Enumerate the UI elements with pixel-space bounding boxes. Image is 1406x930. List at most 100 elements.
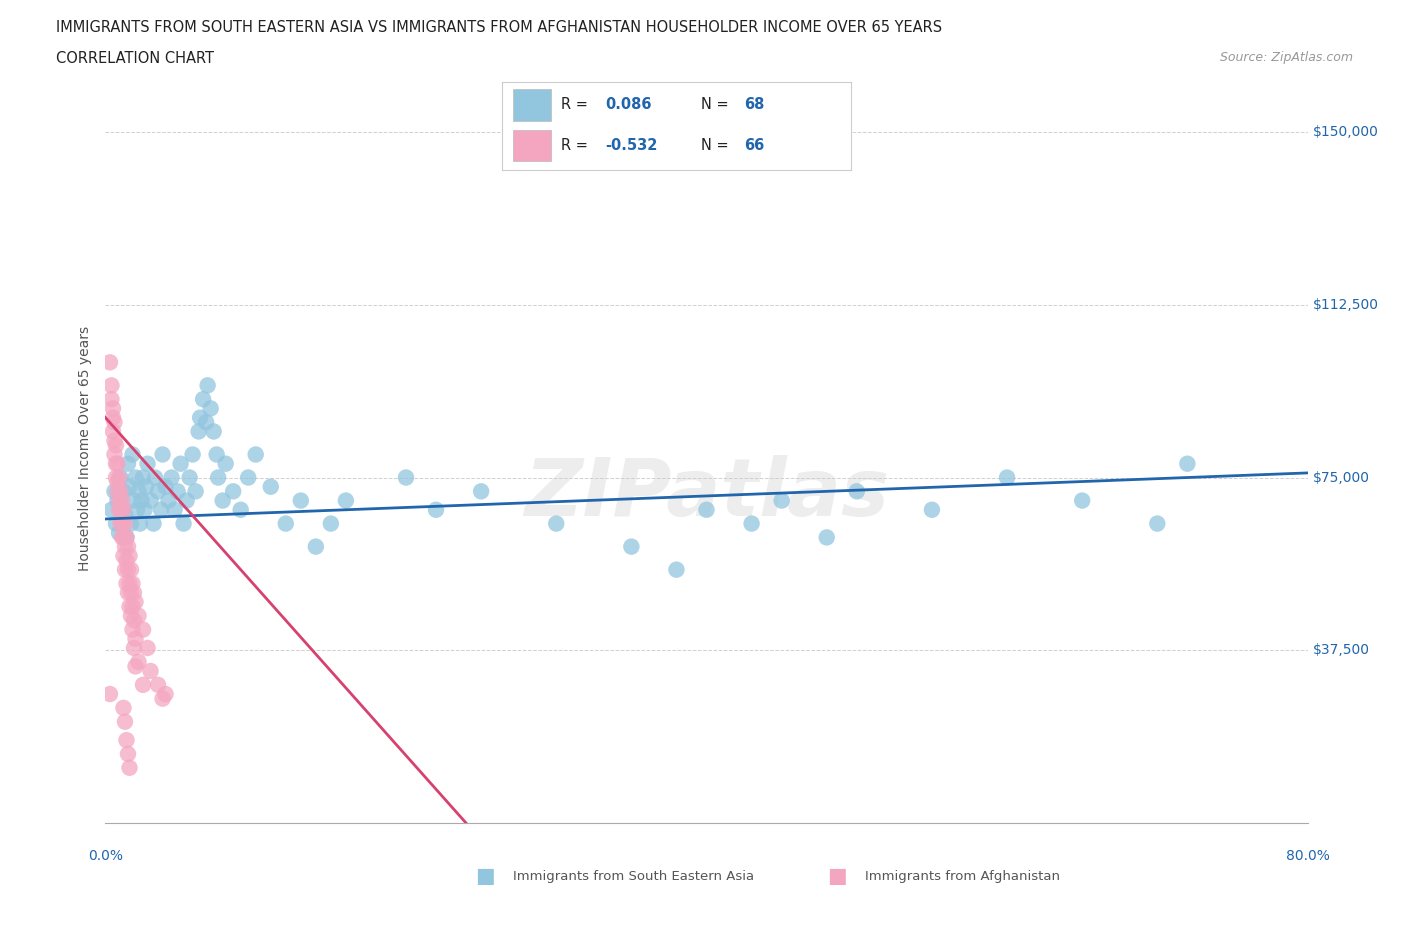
Point <box>117 585 139 600</box>
Point <box>114 507 136 522</box>
Point <box>222 484 245 498</box>
Point <box>104 516 127 531</box>
Point <box>104 438 127 453</box>
Point <box>200 401 222 416</box>
Point <box>245 447 267 462</box>
Text: Source: ZipAtlas.com: Source: ZipAtlas.com <box>1219 51 1353 64</box>
Point <box>179 470 201 485</box>
Point <box>150 502 173 517</box>
Point <box>98 355 121 370</box>
Point <box>815 530 838 545</box>
Point <box>122 613 145 628</box>
Point <box>112 549 135 564</box>
Point <box>114 714 136 729</box>
Y-axis label: Householder Income Over 65 years: Householder Income Over 65 years <box>77 326 91 571</box>
Point <box>197 378 219 392</box>
Point <box>146 484 169 498</box>
Point <box>103 447 125 462</box>
Point <box>114 516 136 531</box>
Point <box>173 516 195 531</box>
Point <box>121 599 143 614</box>
Point <box>112 700 135 715</box>
Point <box>100 502 122 517</box>
Point <box>136 457 159 472</box>
Point <box>142 516 165 531</box>
Point <box>202 424 225 439</box>
Point <box>107 493 129 508</box>
Point <box>120 563 142 578</box>
Point <box>112 530 135 545</box>
Point <box>115 576 138 591</box>
Text: IMMIGRANTS FROM SOUTH EASTERN ASIA VS IMMIGRANTS FROM AFGHANISTAN HOUSEHOLDER IN: IMMIGRANTS FROM SOUTH EASTERN ASIA VS IM… <box>56 20 942 35</box>
Point <box>290 493 312 508</box>
Point <box>1146 516 1168 531</box>
Point <box>108 470 131 485</box>
Point <box>187 424 209 439</box>
Point <box>101 401 124 416</box>
Point <box>125 502 148 517</box>
Point <box>112 502 135 517</box>
Point <box>205 447 228 462</box>
Point <box>110 502 132 517</box>
Point <box>103 415 125 430</box>
Point <box>117 563 139 578</box>
Point <box>665 563 688 578</box>
Point <box>155 686 177 701</box>
Point <box>124 470 146 485</box>
Text: 0.0%: 0.0% <box>89 848 122 863</box>
Point <box>211 493 233 508</box>
Point <box>107 484 129 498</box>
Point <box>107 474 129 489</box>
Text: ■: ■ <box>827 866 846 886</box>
Point <box>696 502 718 517</box>
Point <box>741 516 763 531</box>
Point <box>120 516 142 531</box>
Text: Immigrants from Afghanistan: Immigrants from Afghanistan <box>865 870 1060 883</box>
Point <box>101 410 124 425</box>
Point <box>770 493 793 508</box>
Point <box>121 622 143 637</box>
Point <box>425 502 447 517</box>
Point <box>114 539 136 554</box>
Point <box>229 502 252 517</box>
Point <box>118 576 141 591</box>
Point <box>120 585 142 600</box>
Point <box>921 502 943 517</box>
Point <box>122 493 145 508</box>
Point <box>111 502 134 517</box>
Point <box>131 493 153 508</box>
Text: $75,000: $75,000 <box>1313 471 1371 485</box>
Point <box>122 585 145 600</box>
Point <box>195 415 218 430</box>
Point <box>118 549 141 564</box>
Point <box>104 470 127 485</box>
Point <box>111 493 134 508</box>
Point <box>124 594 146 609</box>
Point <box>128 608 150 623</box>
Point <box>305 539 328 554</box>
Point <box>118 599 141 614</box>
Point <box>128 484 150 498</box>
Point <box>163 502 186 517</box>
Point <box>100 392 122 406</box>
Point <box>176 493 198 508</box>
Point <box>188 410 211 425</box>
Text: 80.0%: 80.0% <box>1285 848 1330 863</box>
Point <box>135 479 157 494</box>
Point <box>335 493 357 508</box>
Point <box>108 502 131 517</box>
Point <box>120 608 142 623</box>
Text: ZIPatlas: ZIPatlas <box>524 455 889 533</box>
Point <box>110 470 132 485</box>
Point <box>169 457 191 472</box>
Point <box>118 761 141 776</box>
Point <box>121 576 143 591</box>
Point <box>143 470 166 485</box>
Point <box>117 747 139 762</box>
Point <box>115 530 138 545</box>
Point <box>121 447 143 462</box>
Point <box>132 677 155 692</box>
Point <box>124 631 146 646</box>
Point <box>128 655 150 670</box>
Point <box>166 484 188 498</box>
